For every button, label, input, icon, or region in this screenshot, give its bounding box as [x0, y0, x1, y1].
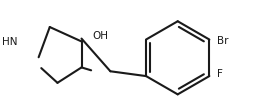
Text: HN: HN	[2, 37, 17, 47]
Text: Br: Br	[217, 36, 229, 46]
Text: F: F	[217, 69, 223, 79]
Text: OH: OH	[92, 31, 108, 41]
